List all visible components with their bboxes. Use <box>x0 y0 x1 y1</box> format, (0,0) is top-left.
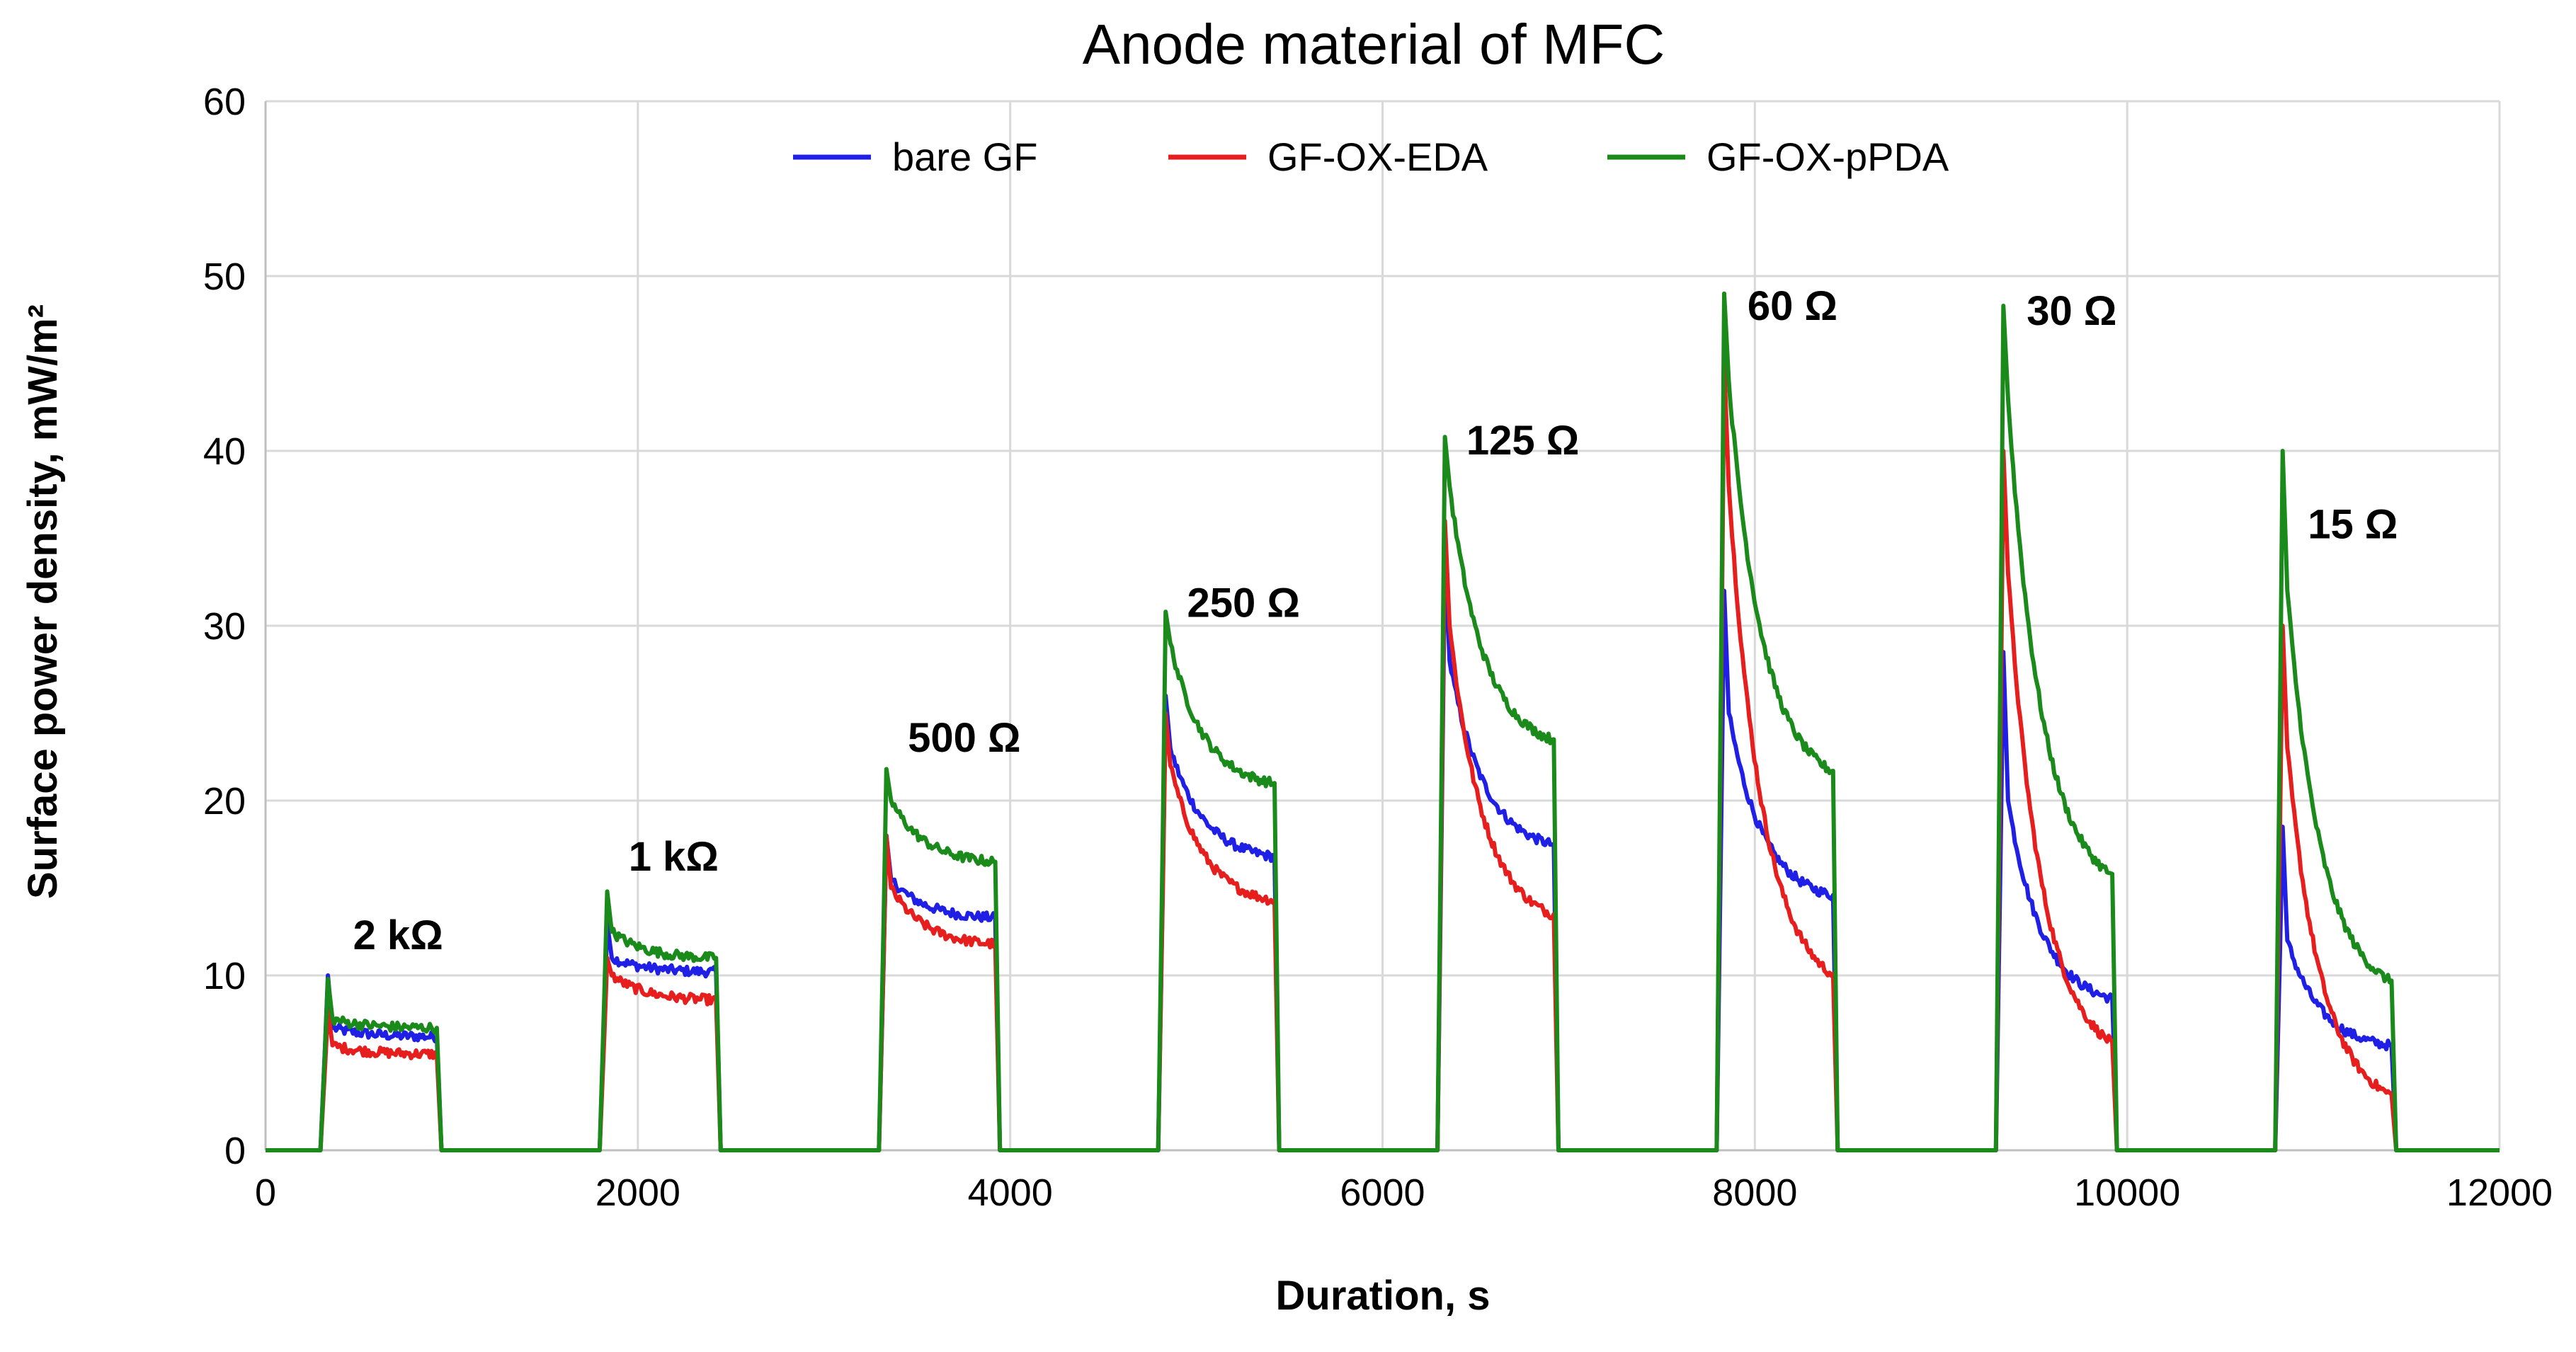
y-tick-label: 10 <box>203 955 246 997</box>
legend-label: GF-OX-pPDA <box>1706 134 1949 179</box>
y-tick-label: 40 <box>203 430 246 473</box>
x-tick-label: 10000 <box>2074 1171 2180 1214</box>
resistance-label: 2 kΩ <box>353 912 443 958</box>
resistance-label: 60 Ω <box>1748 283 1837 329</box>
x-axis-title: Duration, s <box>1276 1273 1491 1319</box>
y-axis-title: Surface power density, mW/m² <box>20 304 66 899</box>
resistance-label: 250 Ω <box>1187 580 1299 626</box>
annotations: 2 kΩ 1 kΩ 500 Ω 250 Ω 125 Ω 60 Ω 30 Ω 15 Ω <box>353 283 2398 958</box>
legend-label: GF-OX-EDA <box>1267 134 1488 179</box>
x-tick-label: 6000 <box>1340 1171 1425 1214</box>
y-tick-label: 30 <box>203 605 246 648</box>
resistance-label: 1 kΩ <box>629 834 719 880</box>
y-tick-label: 60 <box>203 81 246 123</box>
y-tick-label: 20 <box>203 780 246 823</box>
grid <box>264 100 2501 1152</box>
resistance-label: 30 Ω <box>2027 288 2116 334</box>
y-tick-label: 0 <box>224 1130 246 1172</box>
axes: 0 10 20 30 40 50 60 0 2000 4000 6000 8000 10000 12000 <box>203 81 2553 1214</box>
x-tick-label: 8000 <box>1712 1171 1797 1214</box>
series-layer <box>266 291 2500 1152</box>
x-tick-label: 0 <box>255 1171 276 1214</box>
x-tick-label: 12000 <box>2446 1171 2553 1214</box>
legend: bare GF GF-OX-EDA GF-OX-pPDA <box>793 134 1949 179</box>
resistance-label: 125 Ω <box>1466 418 1579 464</box>
series-line-3 <box>266 291 2500 1152</box>
resistance-label: 15 Ω <box>2308 502 2398 548</box>
x-tick-label: 2000 <box>595 1171 680 1214</box>
resistance-label: 500 Ω <box>908 715 1020 761</box>
y-tick-label: 50 <box>203 256 246 298</box>
chart-title: Anode material of MFC <box>1083 13 1665 76</box>
x-tick-label: 4000 <box>968 1171 1053 1214</box>
legend-label: bare GF <box>892 134 1037 179</box>
